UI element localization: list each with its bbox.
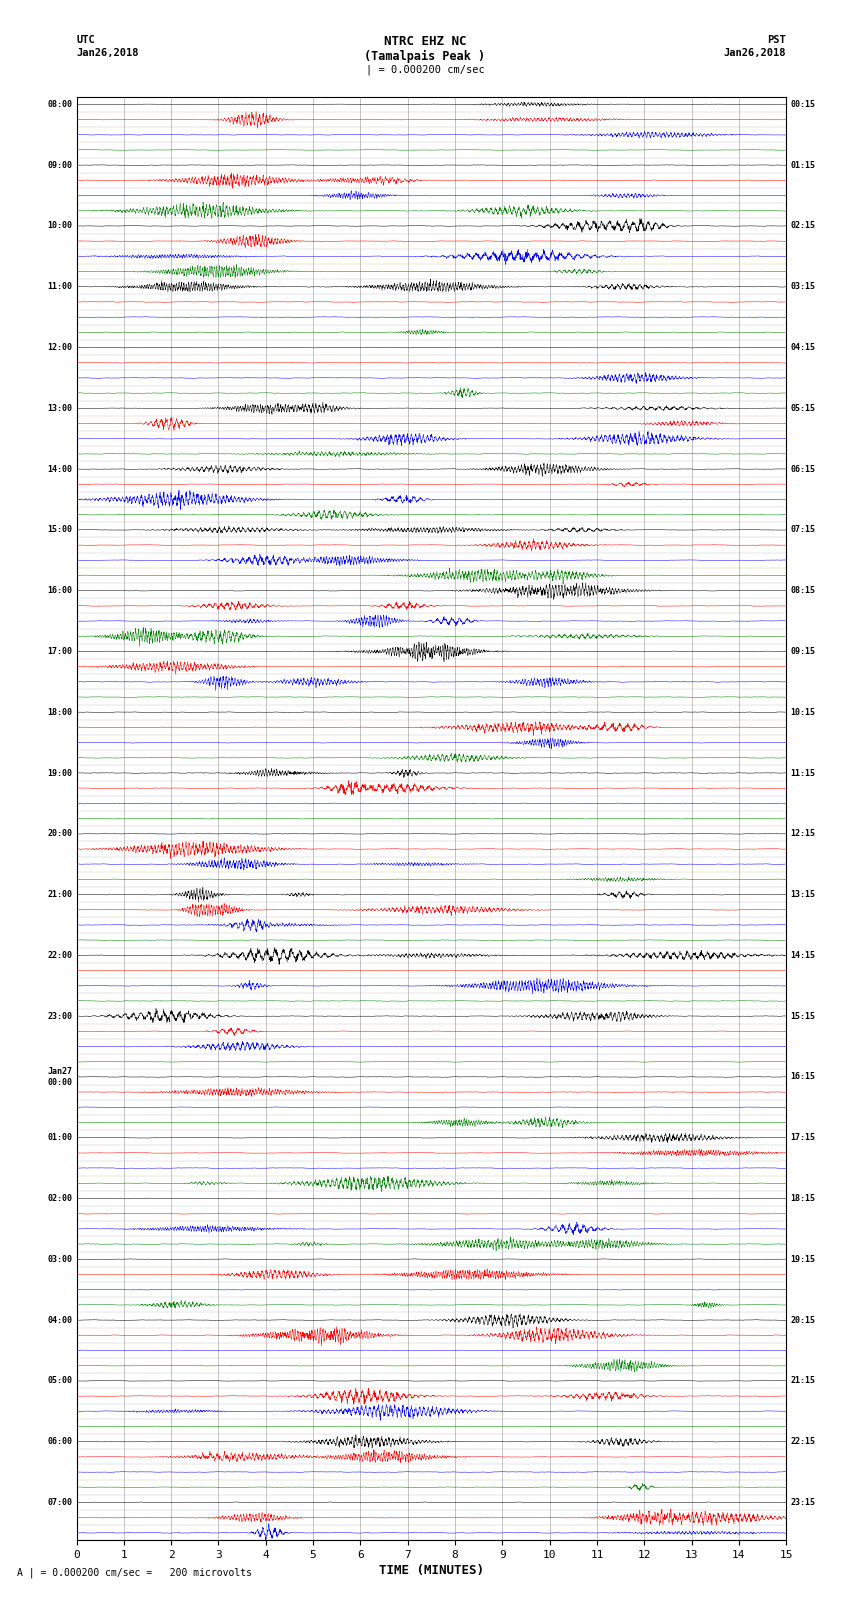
Text: 21:15: 21:15 (790, 1376, 815, 1386)
Text: 02:15: 02:15 (790, 221, 815, 231)
Text: 01:00: 01:00 (48, 1134, 72, 1142)
Text: 01:15: 01:15 (790, 161, 815, 169)
Text: (Tamalpais Peak ): (Tamalpais Peak ) (365, 50, 485, 63)
Text: 23:00: 23:00 (48, 1011, 72, 1021)
Text: PST: PST (768, 35, 786, 45)
Text: 10:00: 10:00 (48, 221, 72, 231)
Text: 20:00: 20:00 (48, 829, 72, 839)
Text: NTRC EHZ NC: NTRC EHZ NC (383, 35, 467, 48)
Text: UTC: UTC (76, 35, 95, 45)
Text: 11:00: 11:00 (48, 282, 72, 292)
Text: 14:15: 14:15 (790, 950, 815, 960)
Text: 13:15: 13:15 (790, 890, 815, 898)
X-axis label: TIME (MINUTES): TIME (MINUTES) (379, 1565, 484, 1578)
Text: 10:15: 10:15 (790, 708, 815, 716)
Text: 07:15: 07:15 (790, 526, 815, 534)
Text: Jan27
00:00: Jan27 00:00 (48, 1068, 72, 1087)
Text: 16:00: 16:00 (48, 586, 72, 595)
Text: 21:00: 21:00 (48, 890, 72, 898)
Text: 06:00: 06:00 (48, 1437, 72, 1447)
Text: 06:15: 06:15 (790, 465, 815, 474)
Text: 17:00: 17:00 (48, 647, 72, 656)
Text: 04:15: 04:15 (790, 344, 815, 352)
Text: 15:00: 15:00 (48, 526, 72, 534)
Text: 13:00: 13:00 (48, 403, 72, 413)
Text: 12:15: 12:15 (790, 829, 815, 839)
Text: 03:15: 03:15 (790, 282, 815, 292)
Text: 18:00: 18:00 (48, 708, 72, 716)
Text: 11:15: 11:15 (790, 768, 815, 777)
Text: 16:15: 16:15 (790, 1073, 815, 1081)
Text: Jan26,2018: Jan26,2018 (76, 48, 139, 58)
Text: 23:15: 23:15 (790, 1498, 815, 1507)
Text: Jan26,2018: Jan26,2018 (723, 48, 786, 58)
Text: 09:00: 09:00 (48, 161, 72, 169)
Text: | = 0.000200 cm/sec: | = 0.000200 cm/sec (366, 65, 484, 76)
Text: 07:00: 07:00 (48, 1498, 72, 1507)
Text: 18:15: 18:15 (790, 1194, 815, 1203)
Text: 05:00: 05:00 (48, 1376, 72, 1386)
Text: 03:00: 03:00 (48, 1255, 72, 1265)
Text: 05:15: 05:15 (790, 403, 815, 413)
Text: 19:15: 19:15 (790, 1255, 815, 1265)
Text: 14:00: 14:00 (48, 465, 72, 474)
Text: A | = 0.000200 cm/sec =   200 microvolts: A | = 0.000200 cm/sec = 200 microvolts (17, 1568, 252, 1579)
Text: 02:00: 02:00 (48, 1194, 72, 1203)
Text: 04:00: 04:00 (48, 1316, 72, 1324)
Text: 19:00: 19:00 (48, 768, 72, 777)
Text: 12:00: 12:00 (48, 344, 72, 352)
Text: 20:15: 20:15 (790, 1316, 815, 1324)
Text: 08:15: 08:15 (790, 586, 815, 595)
Text: 00:15: 00:15 (790, 100, 815, 110)
Text: 08:00: 08:00 (48, 100, 72, 110)
Text: 22:00: 22:00 (48, 950, 72, 960)
Text: 22:15: 22:15 (790, 1437, 815, 1447)
Text: 09:15: 09:15 (790, 647, 815, 656)
Text: 15:15: 15:15 (790, 1011, 815, 1021)
Text: 17:15: 17:15 (790, 1134, 815, 1142)
